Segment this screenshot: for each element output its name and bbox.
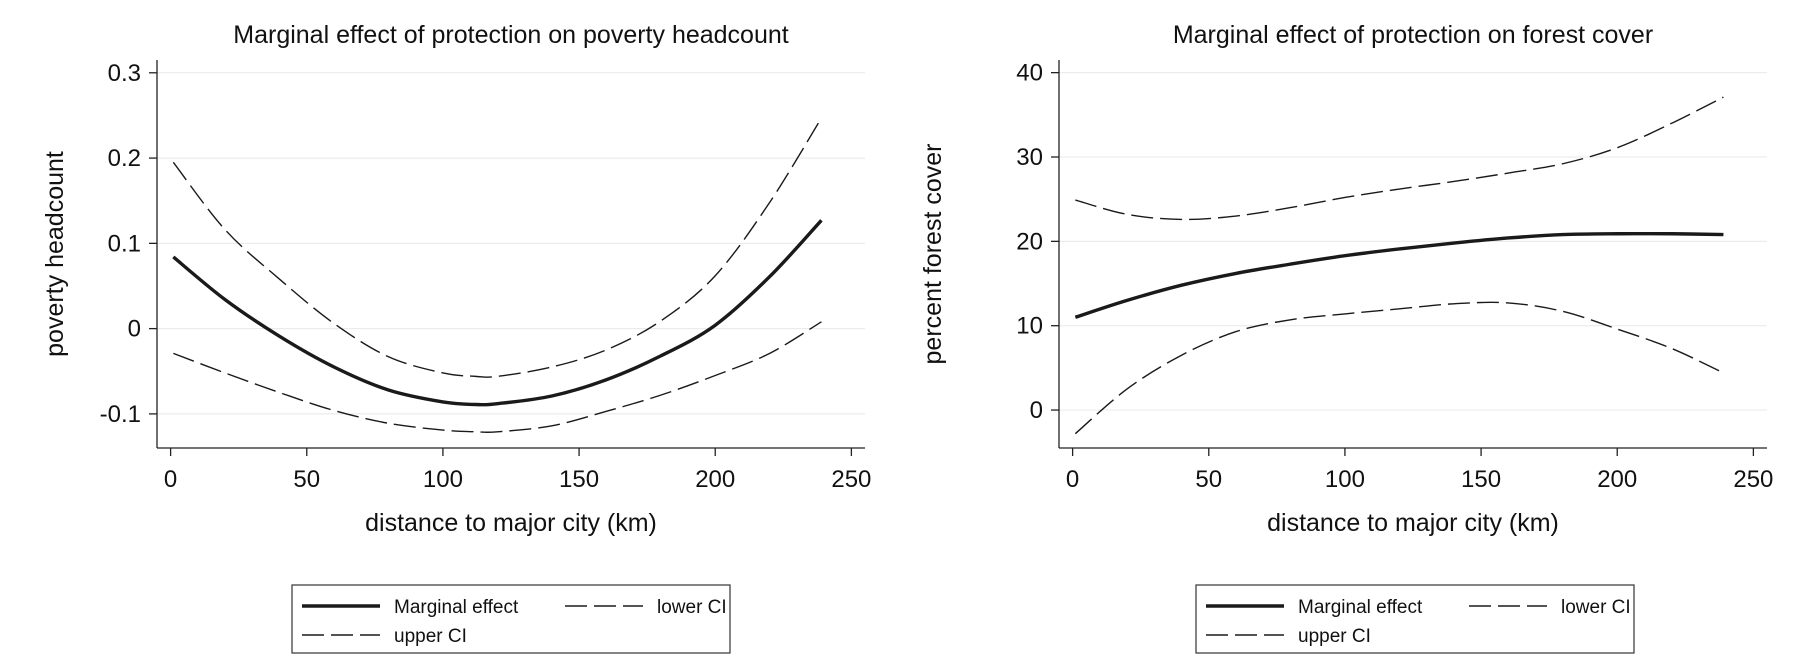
marginal-effect-line bbox=[1074, 231, 1724, 319]
x-tick-label: 50 bbox=[1195, 466, 1222, 493]
legend-box bbox=[1195, 584, 1635, 654]
x-tick-label: 200 bbox=[1597, 466, 1637, 493]
y-tick-label: -0.1 bbox=[100, 401, 141, 428]
lower-ci-line bbox=[173, 321, 822, 434]
x-tick-label: 100 bbox=[423, 466, 463, 493]
x-tick-label: 150 bbox=[1461, 466, 1501, 493]
x-tick-label: 50 bbox=[293, 466, 320, 493]
legend-box bbox=[291, 584, 731, 654]
x-axis-label: distance to major city (km) bbox=[365, 509, 657, 537]
upper-ci-line bbox=[172, 117, 823, 378]
legend-label: upper CI bbox=[1298, 626, 1371, 647]
y-tick-label: 0.2 bbox=[108, 145, 141, 172]
chart-title: Marginal effect of protection on poverty… bbox=[233, 21, 788, 49]
y-axis-label: poverty headcount bbox=[41, 151, 69, 357]
legend: Marginal effect lower CI upper CI bbox=[291, 584, 731, 654]
lower-ci-line bbox=[1074, 301, 1724, 435]
x-axis-label: distance to major city (km) bbox=[1267, 509, 1559, 537]
y-tick-label: 0 bbox=[1030, 397, 1043, 424]
x-tick-label: 150 bbox=[559, 466, 599, 493]
legend-label: upper CI bbox=[394, 626, 467, 647]
y-tick-label: 20 bbox=[1016, 228, 1043, 255]
chart-title: Marginal effect of protection on forest … bbox=[1173, 21, 1653, 49]
legend-label: lower CI bbox=[657, 597, 727, 618]
y-tick-label: 40 bbox=[1016, 60, 1043, 87]
marginal-effect-line bbox=[172, 219, 823, 407]
y-tick-label: 0.1 bbox=[108, 230, 141, 257]
forest-cover-panel: Marginal effect of protection on forest … bbox=[919, 21, 1773, 654]
legend: Marginal effect lower CI upper CI bbox=[1195, 584, 1635, 654]
x-tick-label: 100 bbox=[1325, 466, 1365, 493]
y-tick-label: 30 bbox=[1016, 144, 1043, 171]
x-tick-label: 0 bbox=[1066, 466, 1079, 493]
upper-ci-line bbox=[1075, 96, 1724, 221]
y-tick-label: 0.3 bbox=[108, 60, 141, 87]
legend-label: lower CI bbox=[1561, 597, 1631, 618]
y-tick-label: 10 bbox=[1016, 313, 1043, 340]
y-tick-label: 0 bbox=[128, 316, 141, 343]
legend-label: Marginal effect bbox=[1298, 597, 1423, 618]
poverty-headcount-panel: Marginal effect of protection on poverty… bbox=[41, 21, 871, 654]
x-tick-label: 250 bbox=[1733, 466, 1773, 493]
x-tick-label: 0 bbox=[164, 466, 177, 493]
x-tick-label: 200 bbox=[695, 466, 735, 493]
y-axis-label: percent forest cover bbox=[919, 144, 947, 365]
x-tick-label: 250 bbox=[831, 466, 871, 493]
legend-label: Marginal effect bbox=[394, 597, 519, 618]
